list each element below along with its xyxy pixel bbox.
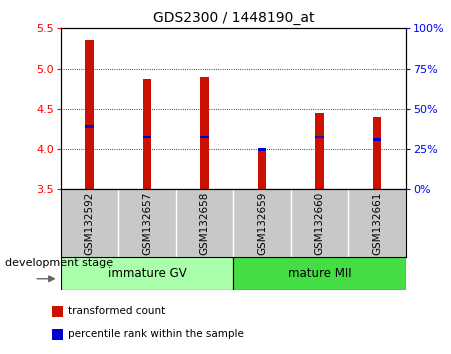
Bar <box>315 113 324 189</box>
Text: immature GV: immature GV <box>108 267 187 280</box>
Text: percentile rank within the sample: percentile rank within the sample <box>68 329 244 339</box>
Text: GSM132660: GSM132660 <box>315 192 325 255</box>
Text: GSM132659: GSM132659 <box>257 192 267 255</box>
Bar <box>143 136 152 138</box>
Bar <box>315 136 324 138</box>
Bar <box>200 77 209 189</box>
Text: development stage: development stage <box>5 258 113 268</box>
Text: GSM132661: GSM132661 <box>372 192 382 255</box>
Text: GSM132592: GSM132592 <box>85 192 95 255</box>
Bar <box>373 138 382 141</box>
Bar <box>258 148 267 150</box>
Text: GSM132657: GSM132657 <box>142 192 152 255</box>
Text: GSM132658: GSM132658 <box>200 192 210 255</box>
Bar <box>85 40 94 189</box>
Bar <box>61 257 234 290</box>
Bar <box>234 257 406 290</box>
Bar <box>200 136 209 138</box>
Bar <box>373 117 382 189</box>
Title: GDS2300 / 1448190_at: GDS2300 / 1448190_at <box>152 11 314 24</box>
Bar <box>85 125 94 128</box>
Bar <box>143 79 152 189</box>
Bar <box>258 151 267 189</box>
Text: transformed count: transformed count <box>68 306 165 316</box>
Text: mature MII: mature MII <box>288 267 351 280</box>
